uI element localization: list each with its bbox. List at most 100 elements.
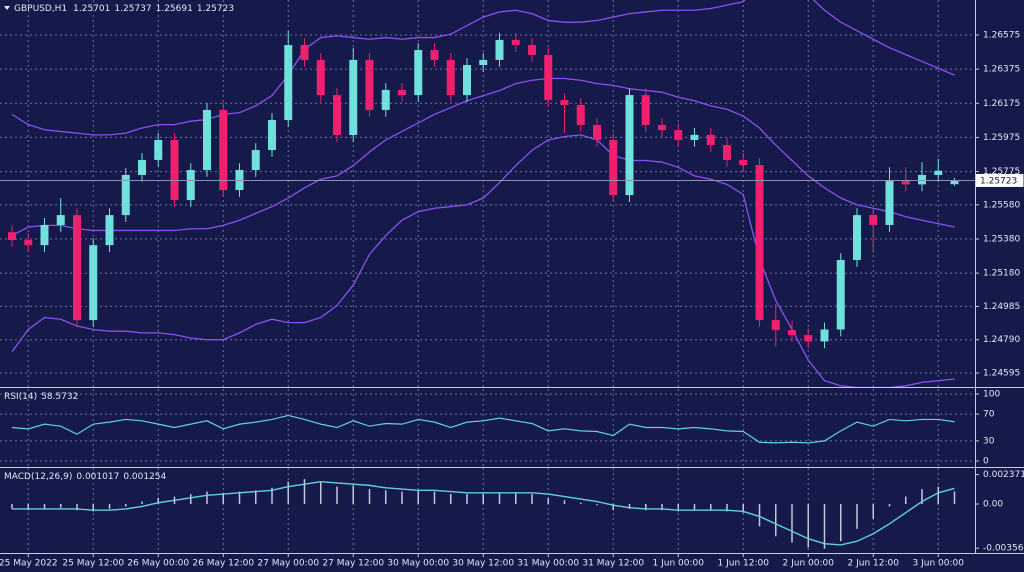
- x-tick-label: 3 Jun 00:00: [913, 559, 965, 569]
- x-tick-label: 27 May 00:00: [257, 559, 319, 569]
- x-tick-label: 2 Jun 12:00: [848, 559, 900, 569]
- y-tick-label: 1.25580: [983, 200, 1020, 210]
- x-tick-label: 25 May 2022: [0, 559, 58, 569]
- candle-body: [414, 50, 423, 96]
- candle-body: [706, 134, 715, 146]
- candle-body: [56, 215, 65, 225]
- candle-body: [463, 65, 471, 96]
- symbol: GBPUSD,H1: [14, 4, 67, 14]
- candle-body: [105, 215, 114, 246]
- x-tick-label: 26 May 12:00: [192, 559, 254, 569]
- candle-body: [885, 180, 894, 225]
- candle-body: [771, 320, 780, 331]
- y-tick-label: 0.002371: [983, 470, 1024, 480]
- candle-body: [300, 45, 309, 60]
- candle-body: [430, 50, 439, 60]
- candle-body: [609, 139, 618, 196]
- candle-body: [138, 159, 146, 175]
- y-tick-label: 1.25180: [983, 269, 1020, 279]
- macd-panel: [11, 479, 956, 549]
- y-tick-label: 1.24595: [983, 369, 1020, 379]
- candle-body: [479, 59, 488, 66]
- macd-title: MACD(12,26,9): [4, 472, 72, 482]
- candle-body: [544, 54, 553, 101]
- y-tick-label: 1.25975: [983, 133, 1020, 143]
- candle-body: [658, 124, 666, 131]
- macd-value: 0.001017: [76, 472, 119, 482]
- candle-body: [690, 134, 699, 140]
- y-tick-label: 100: [983, 390, 1000, 400]
- candle-body: [349, 59, 358, 136]
- candle-body: [24, 240, 33, 246]
- candle-body: [170, 139, 179, 201]
- signal-value: 0.001254: [123, 472, 166, 482]
- y-tick-label: 1.25775: [983, 167, 1020, 177]
- candle-body: [251, 150, 260, 171]
- x-tick-label: 30 May 00:00: [387, 559, 449, 569]
- candle-body: [723, 145, 731, 160]
- x-tick-label: 1 Jun 00:00: [653, 559, 705, 569]
- candle-body: [641, 95, 650, 125]
- candle-body: [918, 174, 926, 185]
- candle-body: [625, 95, 634, 196]
- candle-body: [560, 100, 569, 105]
- candle-body: [8, 232, 16, 241]
- band-line: [11, 77, 955, 237]
- y-tick-label: 1.25380: [983, 234, 1020, 244]
- signal-line: [12, 480, 955, 546]
- candle-body: [365, 59, 374, 110]
- candle-body: [853, 215, 861, 260]
- y-tick-label: 30: [983, 436, 995, 446]
- y-tick-label: 0: [983, 457, 989, 467]
- rsi-panel: [11, 414, 955, 444]
- candle-body: [674, 130, 683, 140]
- x-tick-label: 26 May 00:00: [127, 559, 189, 569]
- candle-body: [788, 330, 796, 336]
- candle-body: [398, 89, 406, 96]
- band-line: [11, 134, 955, 387]
- y-tick-label: 1.26375: [983, 65, 1020, 75]
- candle-body: [528, 45, 536, 55]
- candle-body: [934, 170, 943, 175]
- low-value: 1.25691: [156, 4, 193, 14]
- y-tick-label: -0.003564: [983, 544, 1024, 554]
- candle-body: [511, 39, 520, 46]
- candle-body: [219, 109, 228, 191]
- close-value: 1.25723: [197, 4, 234, 14]
- grid-layer: [0, 0, 975, 553]
- x-tick-label: 31 May 00:00: [517, 559, 579, 569]
- candle-body: [73, 215, 81, 321]
- x-tick-label: 2 Jun 00:00: [783, 559, 835, 569]
- price-header: GBPUSD,H1 1.25701 1.25737 1.25691 1.25723: [14, 4, 234, 14]
- candle-body: [284, 45, 293, 121]
- menu-arrow[interactable]: [4, 6, 10, 10]
- candle-body: [381, 89, 390, 110]
- open-value: 1.25701: [73, 4, 110, 14]
- rsi-line: [11, 414, 955, 444]
- candle-body: [186, 170, 195, 201]
- candle-body: [40, 224, 49, 246]
- candle-body: [446, 59, 455, 96]
- candle-body: [268, 120, 276, 151]
- candle-body: [820, 329, 829, 342]
- candle-body: [495, 39, 504, 60]
- candle-body: [755, 165, 764, 321]
- axis-layer: 25 May 2022 25 May 12:00 26 May 00:00 26 Ma…: [0, 30, 1024, 568]
- x-tick-label: 30 May 12:00: [452, 559, 514, 569]
- candle-body: [950, 180, 959, 185]
- y-tick-label: 0.00: [983, 499, 1003, 509]
- candle-body: [203, 109, 211, 171]
- candle-body: [89, 245, 98, 321]
- candle-body: [316, 59, 325, 96]
- candle-body: [121, 174, 130, 216]
- candle-body: [576, 104, 585, 125]
- x-tick-label: 1 Jun 12:00: [718, 559, 770, 569]
- high-value: 1.25737: [114, 4, 151, 14]
- x-tick-label: 25 May 12:00: [62, 559, 124, 569]
- y-tick-label: 1.26575: [983, 30, 1020, 40]
- y-tick-label: 1.26175: [983, 99, 1020, 109]
- candle-body: [804, 335, 813, 342]
- macd-header: MACD(12,26,9) 0.001017 0.001254: [4, 472, 167, 482]
- candle-body: [869, 215, 878, 225]
